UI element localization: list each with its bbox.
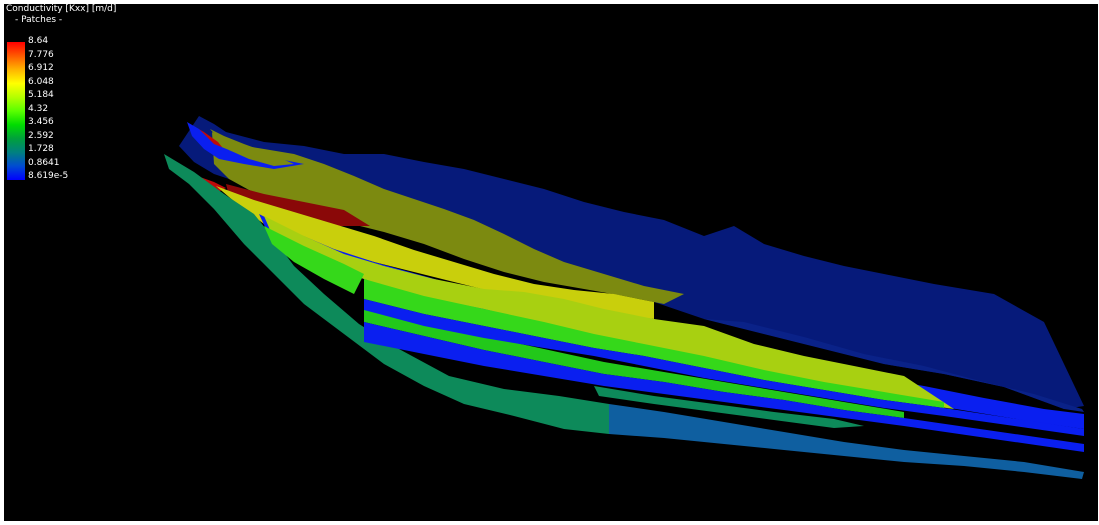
aquifer-3d-model[interactable] [4, 4, 1098, 521]
model-front-wall-teal [164, 154, 609, 434]
model-top-surface [179, 116, 1084, 409]
legend-label: 7.776 [28, 49, 54, 60]
model-top-surface-right [704, 319, 1084, 412]
legend-label: 3.456 [28, 117, 54, 127]
legend-label: 8.64 [28, 36, 49, 46]
legend-title: Conductivity [Kxx] [m/d] [6, 4, 117, 14]
model-upper-left-olive [210, 129, 294, 166]
legend-color-bar [7, 42, 25, 180]
legend-label: 8.619e-5 [28, 171, 69, 181]
legend-label: 6.912 [28, 63, 54, 73]
model-green-band-3 [364, 304, 904, 418]
legend-label: 2.592 [28, 130, 54, 141]
model-blue-layer-1 [259, 214, 1084, 429]
model-upper-left-spike [187, 122, 304, 169]
model-blue-sep-2 [364, 322, 1084, 452]
model-teal-band [594, 386, 864, 428]
legend-label: 0.8641 [28, 157, 60, 168]
model-blue-sep-1 [364, 299, 1084, 436]
model-red-strip [226, 184, 370, 226]
model-yellow-layer [216, 186, 654, 319]
model-yellow-green-band [264, 216, 954, 409]
legend-label: 5.184 [28, 90, 54, 100]
legend-label: 1.728 [28, 144, 54, 154]
3d-viewport[interactable]: Conductivity [Kxx] [m/d] - Patches - 8.6… [4, 4, 1098, 521]
model-green-band-1 [264, 226, 364, 294]
model-olive-layer [212, 132, 684, 304]
legend-label: 6.048 [28, 76, 54, 87]
model-front-wall-right [609, 404, 1084, 479]
legend-subtitle: - Patches - [15, 15, 63, 25]
legend-label: 4.32 [28, 103, 49, 114]
model-green-band-2 [364, 279, 944, 408]
